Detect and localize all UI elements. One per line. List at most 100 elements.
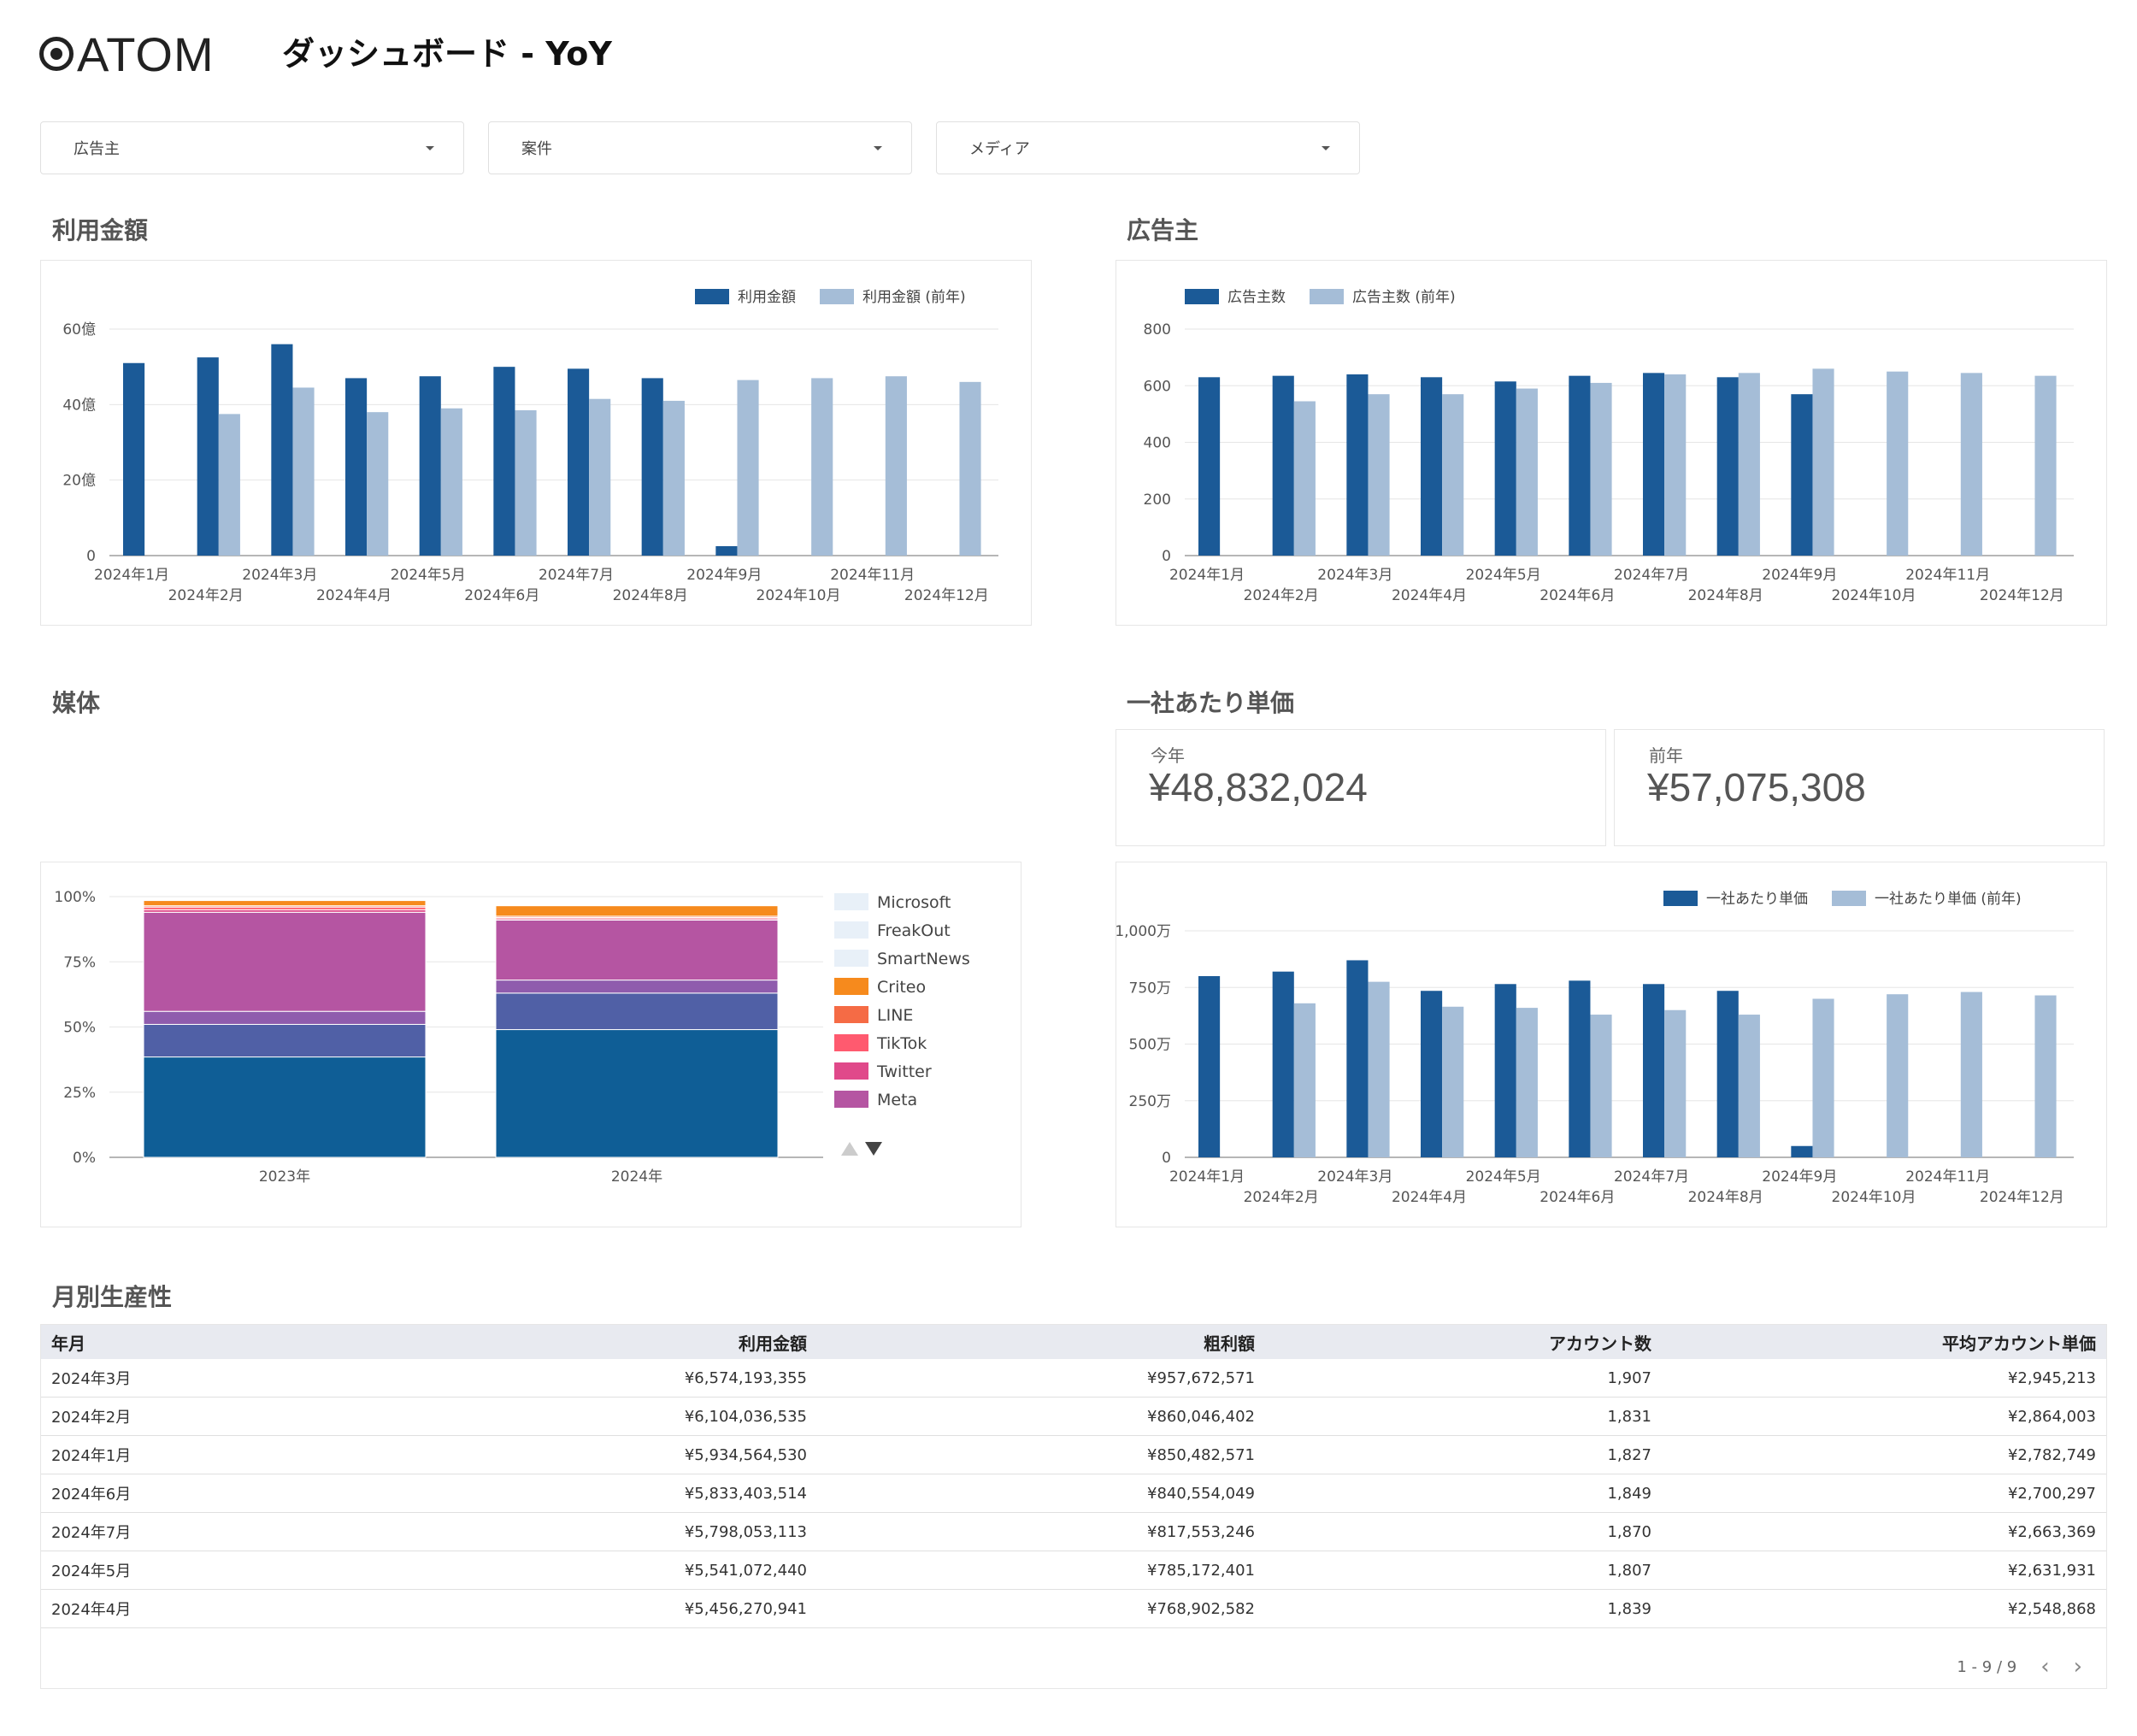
table-row[interactable]: 2024年4月 ¥5,456,270,941 ¥768,902,582 1,839 ¥2… <box>41 1589 2106 1628</box>
legend-scroll-up-icon[interactable] <box>841 1142 858 1156</box>
kpi-this-year-label: 今年 <box>1151 745 1185 766</box>
legend-swatch <box>1832 891 1866 906</box>
bar-current <box>1716 377 1739 556</box>
stack-segment <box>143 900 427 907</box>
cell-gross-profit: ¥840,554,049 <box>817 1474 1265 1513</box>
legend-label: 一社あたり単価 (前年) <box>1875 891 2022 908</box>
legend-scroll-down-icon[interactable] <box>865 1142 882 1156</box>
filter-media[interactable]: メディア <box>936 121 1360 174</box>
monthly-table-panel: 年月 利用金額 粗利額 アカウント数 平均アカウント単価 2024年3月 ¥6,5… <box>40 1324 2107 1689</box>
x-tick-label: 2024年3月 <box>1317 1168 1392 1186</box>
bar-current <box>1494 984 1516 1157</box>
cell-accounts: 1,807 <box>1265 1551 1662 1590</box>
bar-prior <box>589 398 611 556</box>
page-title: ダッシュボード - YoY <box>282 35 612 73</box>
stack-segment <box>495 919 779 981</box>
legend-label: Criteo <box>877 978 926 997</box>
cell-gross-profit: ¥860,046,402 <box>817 1397 1265 1436</box>
cell-accounts: 1,849 <box>1265 1474 1662 1513</box>
cell-month: 2024年2月 <box>41 1397 233 1436</box>
table-row[interactable]: 2024年7月 ¥5,798,053,113 ¥817,553,246 1,870 ¥2… <box>41 1512 2106 1551</box>
legend-label: Twitter <box>876 1062 932 1081</box>
bar-prior <box>2034 375 2057 556</box>
bar-current <box>345 378 368 556</box>
cell-month: 2024年7月 <box>41 1512 233 1551</box>
x-tick-label: 2024年1月 <box>94 567 169 584</box>
table-row[interactable]: 2024年5月 ¥5,541,072,440 ¥785,172,401 1,807 ¥2… <box>41 1551 2106 1590</box>
stack-segment <box>143 1023 427 1058</box>
chevron-left-icon[interactable]: ‹ <box>2040 1654 2050 1680</box>
y-tick-label: 0 <box>1162 548 1171 565</box>
col-header-usage[interactable]: 利用金額 <box>233 1325 817 1359</box>
legend-label: 利用金額 <box>738 289 796 306</box>
legend-swatch <box>834 1034 868 1051</box>
bar-current <box>1716 991 1739 1157</box>
monthly-table-scroll[interactable]: 年月 利用金額 粗利額 アカウント数 平均アカウント単価 2024年3月 ¥6,5… <box>41 1325 2106 1648</box>
bar-current <box>1569 375 1591 556</box>
x-tick-label: 2024年2月 <box>1244 1189 1319 1206</box>
chevron-down-icon <box>426 145 434 150</box>
x-tick-label: 2024年12月 <box>1980 587 2064 604</box>
cell-usage: ¥5,798,053,113 <box>233 1512 817 1551</box>
x-tick-label: 2024年10月 <box>756 587 841 604</box>
x-tick-label: 2024年2月 <box>168 587 244 604</box>
bar-prior <box>1738 1015 1760 1157</box>
x-tick-label: 2024年12月 <box>904 587 989 604</box>
table-row[interactable]: 2024年1月 ¥5,934,564,530 ¥850,482,571 1,827 ¥2… <box>41 1435 2106 1474</box>
legend-swatch <box>695 289 729 304</box>
y-tick-label: 600 <box>1144 378 1171 395</box>
chevron-right-icon[interactable]: › <box>2073 1654 2082 1680</box>
bar-current <box>1272 971 1294 1157</box>
chevron-down-icon <box>874 145 882 150</box>
bar-current <box>271 344 293 556</box>
bar-prior <box>1590 1015 1612 1157</box>
bar-prior <box>1516 388 1538 556</box>
logo-text: ATOM <box>77 26 215 81</box>
x-tick-label: 2024年4月 <box>316 587 391 604</box>
x-tick-label: 2024年8月 <box>613 587 688 604</box>
bar-current <box>1198 976 1221 1157</box>
cell-avg-price: ¥2,631,931 <box>1662 1551 2106 1590</box>
filter-advertiser[interactable]: 広告主 <box>40 121 464 174</box>
cell-avg-price: ¥2,864,003 <box>1662 1397 2106 1436</box>
table-row[interactable]: 2024年3月 ¥6,574,193,355 ¥957,672,571 1,907 ¥2… <box>41 1359 2106 1398</box>
col-header-accounts[interactable]: アカウント数 <box>1265 1325 1662 1359</box>
bar-prior <box>737 380 759 556</box>
cell-accounts: 1,831 <box>1265 1397 1662 1436</box>
cell-gross-profit: ¥768,902,582 <box>817 1589 1265 1628</box>
legend-label: FreakOut <box>877 921 951 940</box>
legend-swatch <box>820 289 854 304</box>
y-tick-label: 200 <box>1144 491 1171 509</box>
legend-label: Microsoft <box>877 893 951 912</box>
col-header-gross-profit[interactable]: 粗利額 <box>817 1325 1265 1359</box>
y-tick-label: 50% <box>63 1020 96 1037</box>
bar-current <box>493 367 515 556</box>
table-row[interactable]: 2024年6月 ¥5,833,403,514 ¥840,554,049 1,849 ¥2… <box>41 1474 2106 1513</box>
bar-current <box>1569 980 1591 1157</box>
section-title-usage: 利用金額 <box>52 216 149 244</box>
bar-prior <box>367 412 389 556</box>
table-row[interactable]: 2024年2月 ¥6,104,036,535 ¥860,046,402 1,831 ¥2… <box>41 1397 2106 1436</box>
filter-campaign[interactable]: 案件 <box>488 121 912 174</box>
x-tick-label: 2024年9月 <box>1762 567 1837 584</box>
col-header-avg-price[interactable]: 平均アカウント単価 <box>1662 1325 2106 1359</box>
x-tick-label: 2024年1月 <box>1169 567 1245 584</box>
x-tick-label: 2024年1月 <box>1169 1168 1245 1186</box>
media-chart: 0% 25% 50% 75% 100% 2023年 2024年 Microsoft FreakO… <box>54 889 969 1186</box>
bar-current <box>419 376 441 556</box>
x-tick-label: 2024年11月 <box>830 567 915 584</box>
x-tick-label: 2024年3月 <box>1317 567 1392 584</box>
x-tick-label: 2024年11月 <box>1905 1168 1990 1186</box>
stack-segment <box>495 992 779 1031</box>
kpi-this-year: 今年 ¥48,832,024 <box>1116 729 1606 846</box>
stack-segment <box>495 1029 779 1158</box>
legend-swatch <box>834 978 868 995</box>
bar-current <box>123 362 145 556</box>
bar-prior <box>1887 994 1909 1157</box>
filter-campaign-label: 案件 <box>521 140 552 158</box>
col-header-month[interactable]: 年月 <box>41 1325 233 1359</box>
bar-prior <box>440 408 462 556</box>
cell-gross-profit: ¥850,482,571 <box>817 1435 1265 1474</box>
x-tick-label: 2024年8月 <box>1688 587 1763 604</box>
bar-prior <box>1590 382 1612 556</box>
